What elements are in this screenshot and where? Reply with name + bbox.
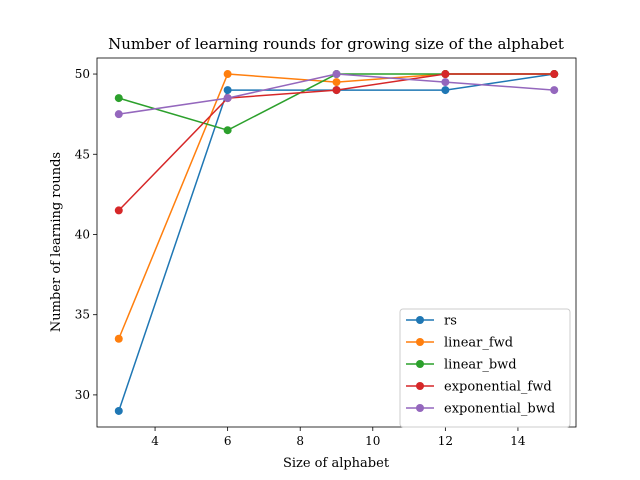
legend-marker: [416, 316, 424, 324]
data-point: [223, 94, 232, 103]
data-point: [223, 86, 232, 95]
x-axis-ticks: 4 6 8 10 12 14: [151, 427, 526, 448]
legend-item: exponential_bwd: [406, 402, 555, 417]
chart-title: Number of learning rounds for growing si…: [108, 35, 564, 53]
legend: rs linear_fwd linear_bwd exponential_fwdexp…: [399, 308, 571, 428]
series-linear_fwd: [114, 70, 559, 343]
data-point: [114, 94, 123, 103]
data-point: [332, 78, 341, 87]
data-point: [114, 334, 123, 343]
legend-label: exponential_bwd: [444, 402, 555, 417]
legend-item: rs: [406, 314, 457, 329]
data-point: [114, 110, 123, 119]
y-axis-label: Number of learning rounds: [49, 152, 64, 332]
series-line: [118, 73, 555, 340]
x-tick-label: 10: [365, 434, 380, 448]
legend-label: linear_fwd: [444, 336, 513, 351]
x-tick-label: 8: [296, 434, 304, 448]
y-axis-ticks: 30 35 40 45 50: [75, 67, 97, 402]
legend-marker: [416, 382, 424, 390]
data-point: [223, 126, 232, 135]
legend-label: rs: [444, 314, 457, 329]
series-exponential_bwd: [114, 70, 559, 119]
x-tick-label: 6: [224, 434, 232, 448]
legend-item: exponential_fwd: [406, 380, 552, 395]
data-point: [332, 86, 341, 95]
data-point: [441, 78, 450, 87]
x-tick-label: 4: [151, 434, 159, 448]
legend-marker: [416, 338, 424, 346]
data-point: [223, 70, 232, 79]
plot-series: [114, 70, 559, 415]
data-point: [550, 86, 559, 95]
legend-item: linear_bwd: [406, 358, 517, 373]
series-line: [118, 73, 555, 211]
legend-label: exponential_fwd: [444, 380, 552, 395]
legend-marker: [416, 360, 424, 368]
data-point: [441, 86, 450, 95]
x-tick-label: 12: [438, 434, 453, 448]
y-tick-label: 45: [75, 147, 90, 161]
x-tick-label: 14: [510, 434, 526, 448]
legend-marker: [416, 404, 424, 412]
data-point: [114, 406, 123, 415]
plot-frame: [96, 57, 577, 428]
series-exponential_fwd: [114, 70, 559, 215]
y-tick-label: 40: [75, 227, 90, 241]
data-point: [114, 206, 123, 215]
data-point: [441, 70, 450, 79]
x-axis-label: Size of alphabet: [283, 456, 390, 471]
y-tick-label: 30: [75, 388, 90, 402]
y-tick-label: 35: [75, 308, 90, 322]
legend-label: linear_bwd: [444, 358, 517, 373]
y-tick-label: 50: [75, 67, 90, 81]
data-point: [332, 70, 341, 79]
legend-item: linear_fwd: [406, 336, 513, 351]
data-point: [550, 70, 559, 79]
legend-frame: [399, 308, 571, 428]
